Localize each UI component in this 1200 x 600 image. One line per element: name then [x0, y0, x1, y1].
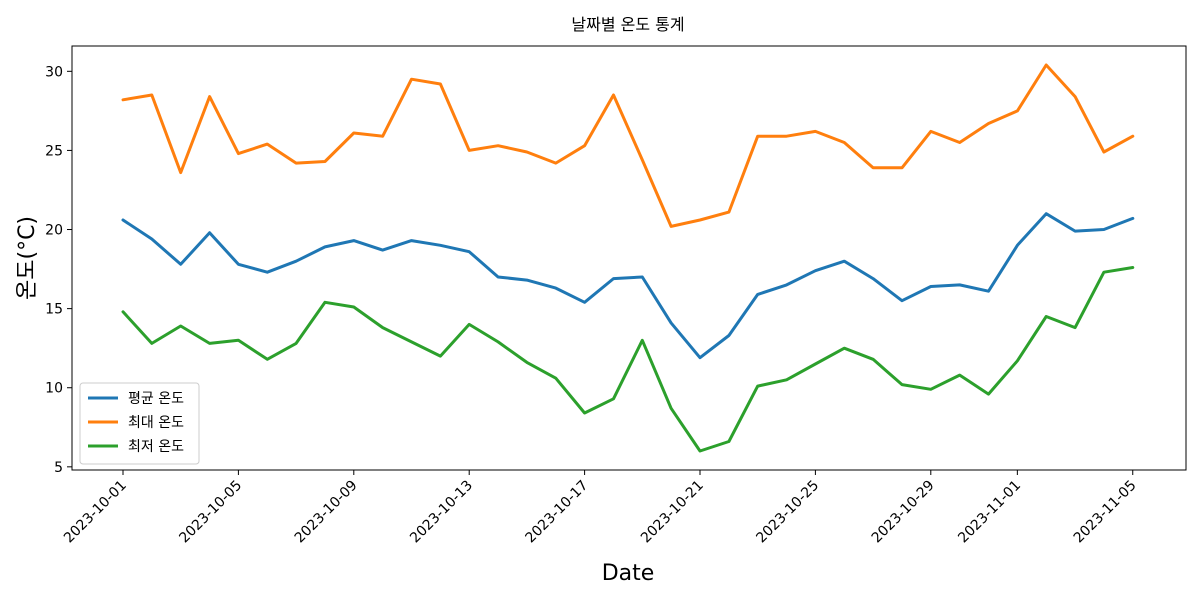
- y-tick-label: 30: [45, 64, 63, 80]
- y-tick-label: 5: [54, 460, 63, 476]
- x-axis: 2023-10-01 2023-10-05 2023-10-09 2023-10-13…: [61, 470, 1140, 546]
- x-tick-label: 2023-11-01: [955, 478, 1024, 547]
- x-tick-label: 2023-10-25: [753, 478, 822, 547]
- y-tick-label: 25: [45, 143, 63, 159]
- x-tick-label: 2023-10-13: [407, 478, 476, 547]
- x-tick-label: 2023-10-17: [523, 478, 592, 547]
- legend-entry-2: 최저 온도: [128, 439, 184, 455]
- series-lines: [121, 63, 1135, 453]
- y-axis-label: 온도(°C): [15, 216, 40, 300]
- x-tick-label: 2023-10-05: [176, 478, 245, 547]
- series-line-0: [121, 212, 1135, 360]
- y-tick-label: 10: [45, 381, 63, 397]
- x-axis-label: Date: [602, 561, 655, 586]
- x-tick-label: 2023-10-29: [869, 478, 938, 547]
- series-line-1: [121, 63, 1135, 228]
- y-axis: 5 10 15 20 25 30: [45, 64, 72, 476]
- x-tick-label: 2023-10-21: [638, 478, 707, 547]
- plot-area: [71, 45, 1187, 471]
- x-tick-label: 2023-10-01: [61, 478, 130, 547]
- chart-title: 날짜별 온도 통계: [571, 15, 684, 34]
- y-tick-label: 15: [45, 302, 63, 318]
- x-tick-label: 2023-10-09: [292, 478, 361, 547]
- x-tick-label: 2023-11-05: [1071, 478, 1140, 547]
- legend-entry-1: 최대 온도: [128, 415, 184, 431]
- series-line-2: [121, 266, 1135, 453]
- y-tick-label: 20: [45, 223, 63, 239]
- legend-entry-0: 평균 온도: [128, 391, 184, 407]
- legend-box: [79, 382, 200, 465]
